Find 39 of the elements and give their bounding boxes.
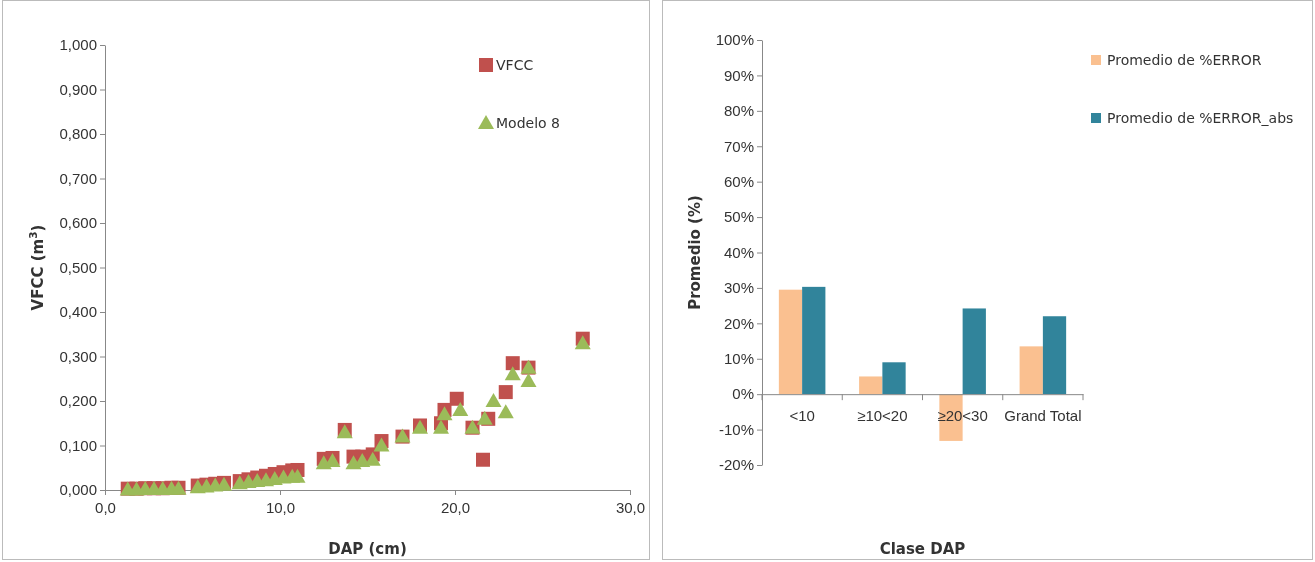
y-tick-label: 80%	[723, 102, 754, 120]
x-tick-label: ≥10<20	[857, 407, 908, 425]
x-axis-title: Clase DAP	[879, 540, 966, 558]
y-tick-label: 1,000	[59, 36, 97, 54]
y-tick-label: 20%	[723, 314, 754, 332]
x-tick-label: <10	[789, 407, 815, 425]
y-tick-label: 50%	[723, 208, 754, 226]
y-axis-title: Promedio (%)	[686, 195, 704, 310]
x-tick-label: 10,0	[265, 499, 296, 516]
y-tick-label: 100%	[715, 31, 754, 49]
legend-label: Modelo 8	[496, 115, 560, 131]
legend-label: Promedio de %ERROR_abs	[1107, 110, 1294, 126]
y-tick-label: -20%	[718, 456, 754, 474]
y-tick-label: 10%	[723, 350, 754, 368]
y-tick-label: 30%	[723, 279, 754, 297]
y-tick-label: 0,300	[59, 347, 97, 365]
y-tick-label: 0,600	[59, 214, 97, 232]
y-tick-label: 0,700	[59, 169, 97, 187]
y-tick-label: 0,200	[59, 392, 97, 410]
legend-label: Promedio de %ERROR	[1107, 52, 1262, 68]
y-tick-label: 0%	[732, 385, 754, 403]
y-tick-label: 0,100	[59, 436, 97, 454]
x-axis-title: DAP (cm)	[328, 540, 407, 558]
y-tick-label: 40%	[723, 243, 754, 261]
y-tick-label: -10%	[718, 420, 754, 438]
legend-label: VFCC	[496, 57, 534, 73]
y-tick-label: 0,900	[59, 80, 97, 98]
y-tick-label: 0,000	[59, 481, 97, 499]
y-tick-label: 70%	[723, 137, 754, 155]
x-tick-label: 20,0	[440, 499, 471, 516]
y-tick-label: 0,400	[59, 303, 97, 321]
y-tick-label: 0,500	[59, 258, 97, 276]
x-tick-label: 30,0	[615, 499, 646, 516]
y-tick-label: 0,800	[59, 125, 97, 143]
y-tick-label: 60%	[723, 172, 754, 190]
y-tick-label: 90%	[723, 66, 754, 84]
x-tick-label: ≥20<30	[937, 407, 988, 425]
x-tick-label: 0,0	[95, 499, 116, 516]
x-tick-label: Grand Total	[1004, 407, 1082, 425]
